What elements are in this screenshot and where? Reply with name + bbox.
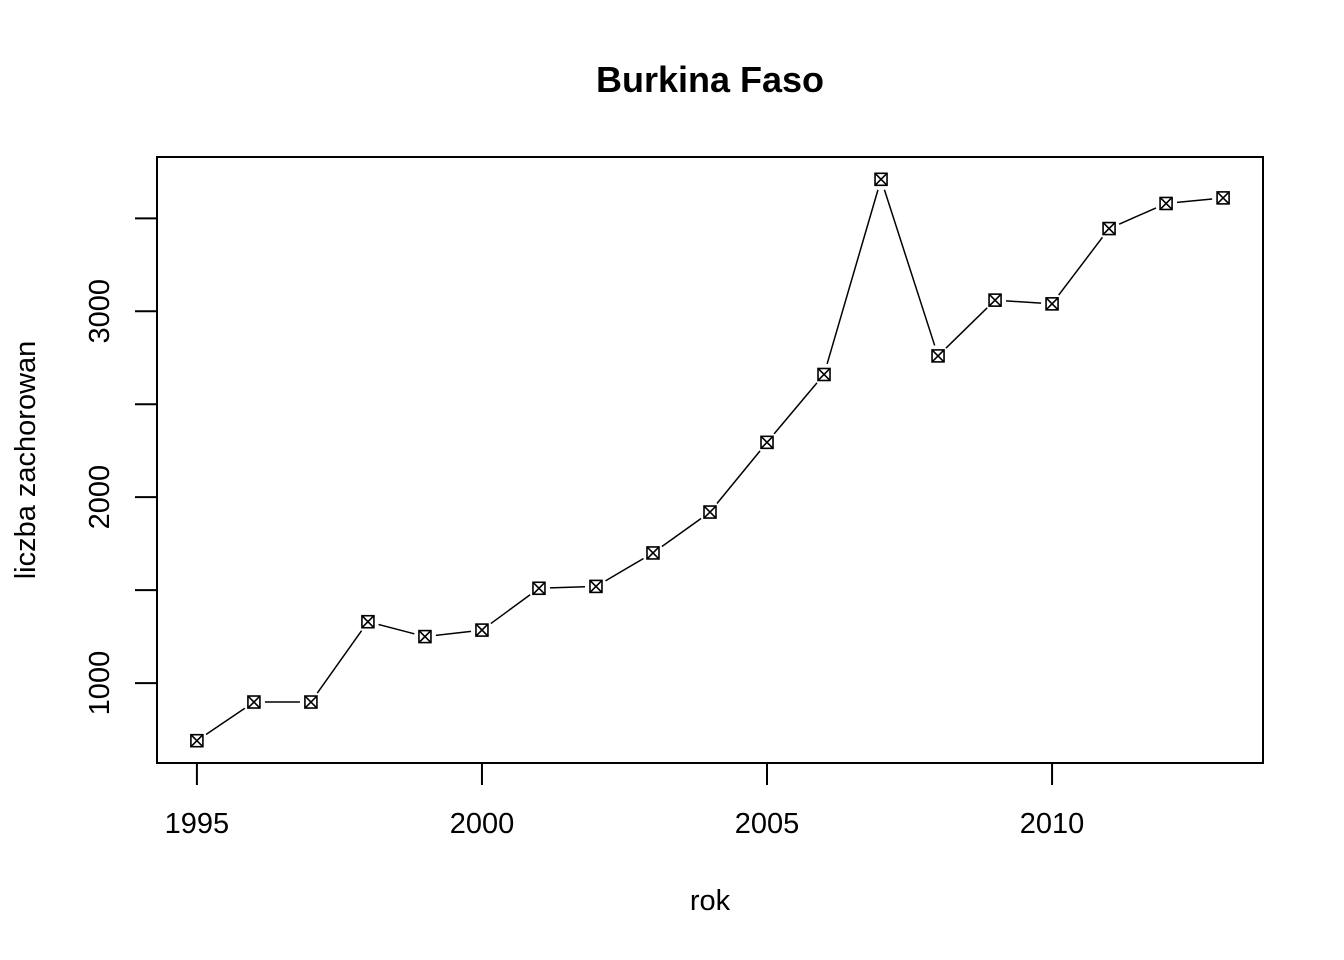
x-tick-label: 2005 xyxy=(735,808,800,840)
series-line-segment xyxy=(205,707,246,736)
series-line-segment xyxy=(316,630,363,694)
y-tick-label: 1000 xyxy=(84,651,116,716)
data-point-marker xyxy=(1102,221,1116,236)
series-line-segment xyxy=(1176,198,1213,204)
x-tick-label: 2000 xyxy=(450,808,515,840)
x-tick-label: 1995 xyxy=(165,808,230,840)
series-line-segment xyxy=(773,382,818,435)
data-point-marker xyxy=(304,695,318,709)
data-point-marker xyxy=(931,349,945,363)
series-line-segment xyxy=(435,630,472,637)
x-tick-label: 2010 xyxy=(1020,808,1085,840)
series-line-segment xyxy=(605,557,644,582)
series-line-segment xyxy=(883,189,936,346)
y-tick-label: 2000 xyxy=(84,465,116,530)
series-line-segment xyxy=(826,189,879,365)
x-axis-label: rok xyxy=(690,885,731,917)
y-axis-label: liczba zachorowan xyxy=(10,341,42,580)
data-point-marker xyxy=(1045,297,1059,311)
series-line-segment xyxy=(378,623,415,635)
series-line-segment xyxy=(945,307,988,349)
data-point-marker xyxy=(1216,191,1230,205)
y-axis: 1000 2000 3000 xyxy=(84,217,157,716)
series-line-segment xyxy=(1058,236,1104,296)
data-point-marker xyxy=(817,367,831,382)
chart-title: Burkina Faso xyxy=(596,59,824,100)
data-point-marker xyxy=(475,623,489,637)
series-line-segment xyxy=(1118,207,1157,225)
series-line-segment xyxy=(1005,300,1042,304)
data-point-marker xyxy=(760,435,774,450)
data-point-marker xyxy=(703,505,717,519)
data-point-marker xyxy=(1159,196,1173,211)
series-line-segment xyxy=(716,450,761,505)
data-point-marker xyxy=(190,733,204,748)
x-axis: 1995 2000 2005 2010 xyxy=(165,763,1085,840)
data-point-marker xyxy=(247,695,261,709)
series-line-segment xyxy=(549,586,586,589)
data-point-marker xyxy=(589,579,603,594)
y-tick-label: 3000 xyxy=(84,279,116,344)
data-point-marker xyxy=(532,581,546,596)
data-point-marker xyxy=(418,629,432,644)
plot-frame xyxy=(156,156,1264,764)
data-point-marker xyxy=(874,172,888,187)
data-point-marker xyxy=(988,293,1002,307)
series-line-segment xyxy=(661,517,702,548)
series xyxy=(190,172,1230,748)
series-line-segment xyxy=(490,594,531,625)
data-point-marker xyxy=(646,546,660,560)
data-point-marker xyxy=(361,614,375,629)
